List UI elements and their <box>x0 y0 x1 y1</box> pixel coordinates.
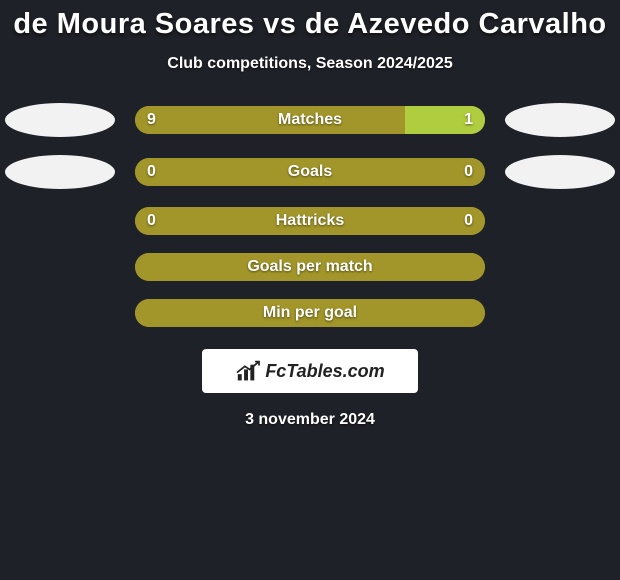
stat-label: Min per goal <box>135 304 485 322</box>
player-right-avatar <box>505 155 615 189</box>
stat-row: 00Goals <box>0 155 620 189</box>
stat-label: Goals per match <box>135 258 485 276</box>
stat-label: Goals <box>135 163 485 181</box>
logo-text: FcTables.com <box>265 361 384 382</box>
stat-bar: 00Hattricks <box>135 207 485 235</box>
page-title: de Moura Soares vs de Azevedo Carvalho <box>0 8 620 41</box>
source-logo: FcTables.com <box>202 349 418 393</box>
stat-row: Min per goal <box>0 299 620 327</box>
stat-label: Hattricks <box>135 212 485 230</box>
date-label: 3 november 2024 <box>0 411 620 429</box>
stat-label: Matches <box>135 111 485 129</box>
stat-row: 00Hattricks <box>0 207 620 235</box>
player-right-avatar <box>505 103 615 137</box>
stat-bar: 00Goals <box>135 158 485 186</box>
player-left-avatar <box>5 103 115 137</box>
player-left-avatar <box>5 155 115 189</box>
comparison-infographic: de Moura Soares vs de Azevedo Carvalho C… <box>0 0 620 580</box>
stat-row: Goals per match <box>0 253 620 281</box>
subtitle: Club competitions, Season 2024/2025 <box>0 55 620 73</box>
stat-bar: Goals per match <box>135 253 485 281</box>
bar-chart-icon <box>235 360 261 382</box>
stat-row: 91Matches <box>0 103 620 137</box>
stat-bar: 91Matches <box>135 106 485 134</box>
bars-list: 91Matches 00Goals 00Hattricks Goals per mat… <box>0 103 620 327</box>
stat-bar: Min per goal <box>135 299 485 327</box>
